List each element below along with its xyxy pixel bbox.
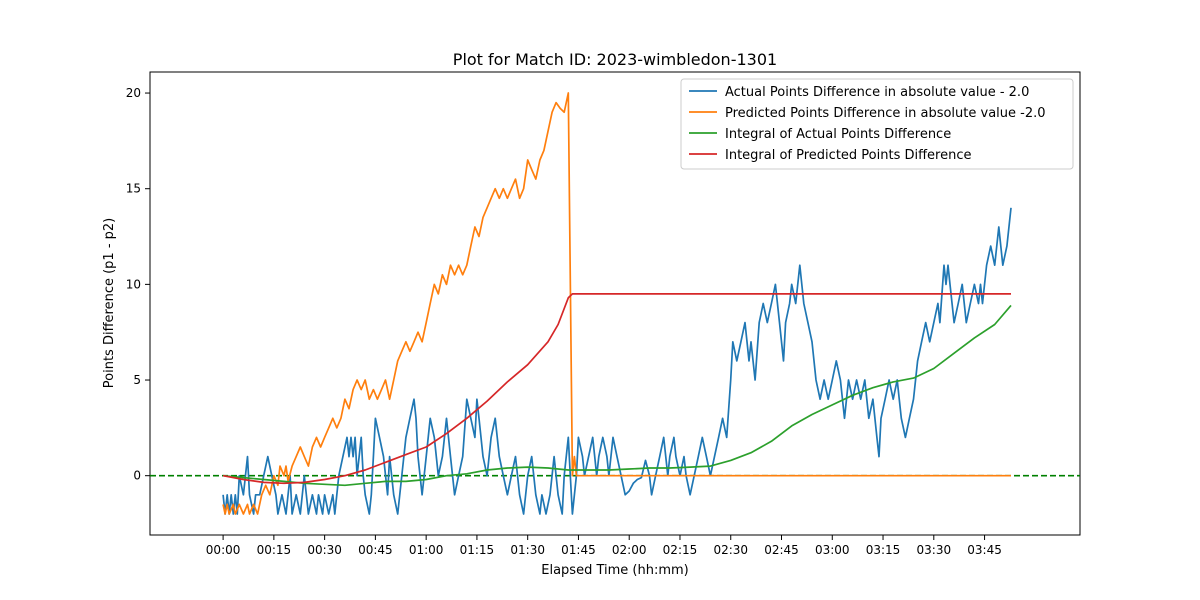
y-tick-label: 15 (126, 182, 141, 196)
x-tick-label: 02:15 (663, 543, 698, 557)
legend: Actual Points Difference in absolute val… (680, 78, 1074, 170)
y-tick-label: 5 (133, 373, 141, 387)
x-tick-label: 00:45 (358, 543, 393, 557)
legend-label-1: Actual Points Difference in absolute val… (725, 85, 1029, 100)
series-line-3 (223, 304, 1012, 487)
x-tick-label: 00:00 (206, 543, 241, 557)
legend-label-3: Integral of Actual Points Difference (725, 127, 951, 142)
legend-label-2: Predicted Points Difference in absolute … (725, 106, 1046, 121)
x-tick-label: 01:00 (409, 543, 444, 557)
x-tick-label: 02:45 (764, 543, 799, 557)
x-tick-label: 02:00 (612, 543, 647, 557)
x-tick-label: 00:30 (307, 543, 342, 557)
y-tick-label: 10 (126, 277, 141, 291)
x-tick-label: 03:30 (917, 543, 952, 557)
x-tick-label: 01:15 (460, 543, 495, 557)
legend-box (680, 78, 1074, 170)
x-axis-label: Elapsed Time (hh:mm) (541, 563, 688, 578)
x-tick-label: 01:30 (510, 543, 545, 557)
legend-label-4: Integral of Predicted Points Difference (725, 148, 972, 163)
x-axis: 00:00 00:15 00:30 00:45 01:00 01:15 01:30 01:45… (206, 535, 1002, 557)
y-axis-label: Points Difference (p1 - p2) (102, 218, 117, 388)
x-tick-label: 03:45 (967, 543, 1002, 557)
y-tick-label: 0 (133, 469, 141, 483)
chart-title: Plot for Match ID: 2023-wimbledon-1301 (453, 50, 777, 69)
x-tick-label: 03:15 (866, 543, 901, 557)
x-tick-label: 01:45 (561, 543, 596, 557)
x-tick-label: 03:00 (815, 543, 850, 557)
axes-frame (149, 71, 1081, 536)
plot-area (149, 71, 1081, 536)
series-lines (222, 92, 1012, 515)
x-tick-label: 02:30 (713, 543, 748, 557)
y-tick-label: 20 (126, 86, 141, 100)
series-line-4 (222, 293, 1011, 485)
x-tick-label: 00:15 (257, 543, 292, 557)
y-axis: 0 5 10 15 20 (126, 86, 150, 483)
